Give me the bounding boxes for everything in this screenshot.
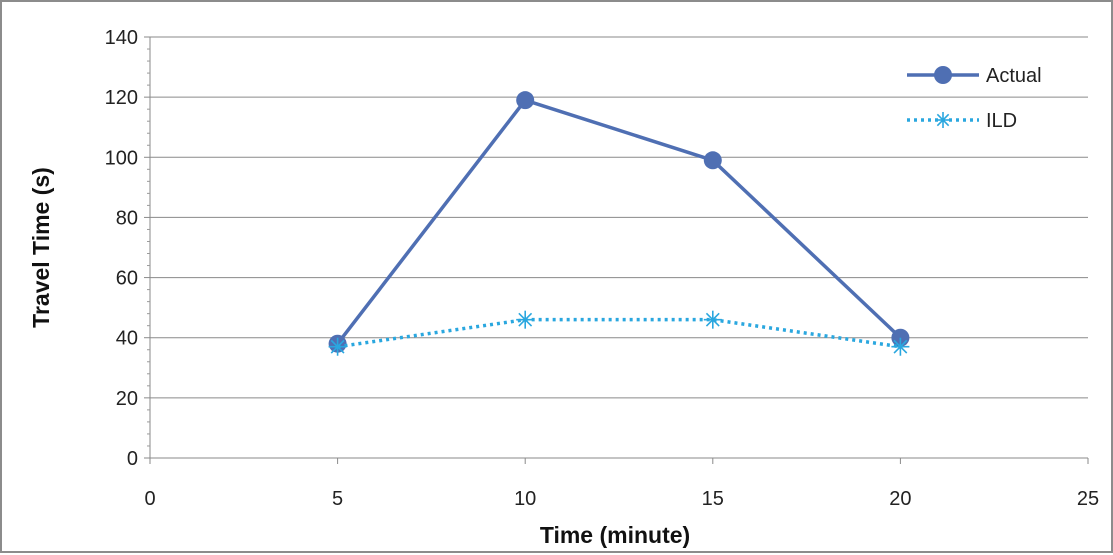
- gridlines: [150, 36, 1088, 399]
- y-tick-label: 20: [116, 388, 138, 410]
- y-tick-label: 80: [116, 207, 138, 229]
- legend-marker: [935, 112, 951, 128]
- legend-label: Actual: [986, 65, 1042, 87]
- series-line-ild: [337, 317, 901, 349]
- series-line-actual: [336, 98, 902, 345]
- y-tick-label: 0: [127, 448, 138, 470]
- y-tick-label: 120: [105, 87, 138, 109]
- x-tick-label: 25: [1077, 488, 1099, 510]
- x-tick-label: 20: [889, 488, 911, 510]
- x-ticks: 0 5 10 15 20 25: [144, 458, 1099, 510]
- x-tick-label: 15: [702, 488, 724, 510]
- plot-series: [328, 91, 910, 356]
- legend-marker: [934, 66, 952, 84]
- series-actual: [328, 91, 910, 353]
- data-point-ild-15: [703, 310, 722, 329]
- legend-item-ild: ILD: [907, 110, 1017, 132]
- legend: Actual ILD: [907, 65, 1042, 132]
- data-point-ild-5: [328, 337, 347, 356]
- y-tick-label: 60: [116, 268, 138, 290]
- y-tick-label: 100: [105, 147, 138, 169]
- legend-item-actual: Actual: [907, 65, 1042, 87]
- x-tick-label: 10: [514, 488, 536, 510]
- x-tick-label: 0: [144, 488, 155, 510]
- data-point-ild-10: [516, 310, 535, 329]
- series-ild: [328, 310, 910, 356]
- y-axis-title: Travel Time (s): [28, 167, 54, 328]
- axes: [149, 37, 1088, 459]
- data-point-ild-20: [891, 337, 910, 356]
- data-point-actual-10: [516, 91, 535, 110]
- y-tick-label: 40: [116, 328, 138, 350]
- y-ticks: 0 20 40 60 80 100 120 140: [105, 27, 150, 470]
- legend-label: ILD: [986, 110, 1017, 132]
- y-tick-label: 140: [105, 27, 138, 49]
- x-tick-label: 5: [332, 488, 343, 510]
- x-axis-title: Time (minute): [540, 522, 690, 548]
- data-point-actual-15: [703, 151, 722, 170]
